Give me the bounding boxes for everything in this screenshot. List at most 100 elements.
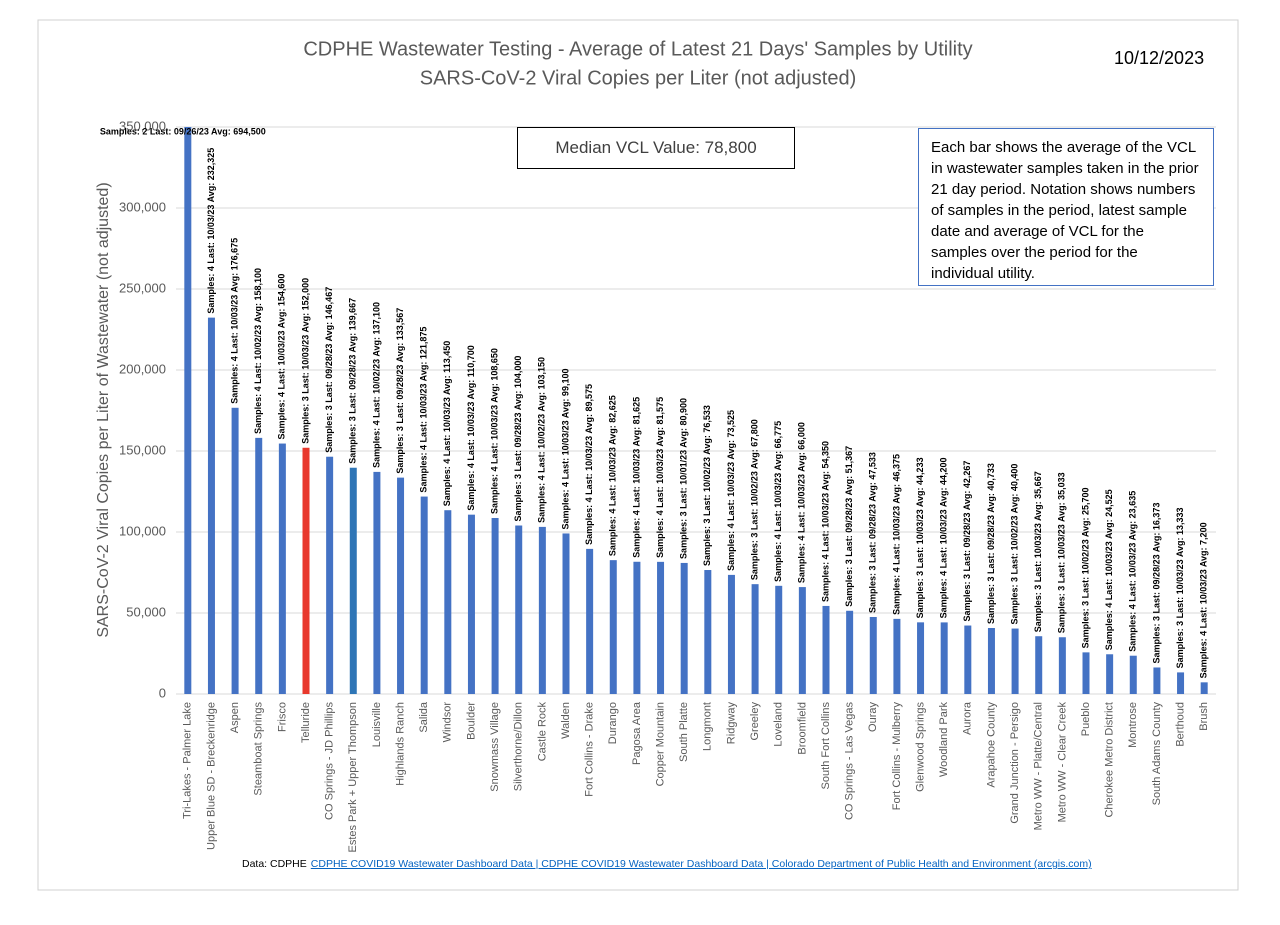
bar bbox=[609, 560, 617, 694]
value-label: Samples: 4 Last: 10/03/23 Avg: 121,875 bbox=[419, 327, 429, 493]
note: Each bar shows the average of the VCL in… bbox=[918, 128, 1214, 286]
value-label: Samples: 4 Last: 10/03/23 Avg: 108,650 bbox=[489, 348, 499, 514]
y-tick-label: 50,000 bbox=[126, 604, 166, 619]
value-label: Samples: 3 Last: 09/28/23 Avg: 51,367 bbox=[844, 446, 854, 607]
bar bbox=[775, 585, 783, 694]
bar bbox=[255, 437, 263, 694]
value-label: Samples: 3 Last: 10/03/23 Avg: 13,333 bbox=[1175, 507, 1185, 668]
bar bbox=[231, 407, 239, 694]
x-tick-label: CO Springs - Las Vegas bbox=[844, 702, 856, 821]
x-tick-label: Fort Collins - Mulberry bbox=[891, 702, 903, 811]
x-tick-label: Montrose bbox=[1127, 702, 1139, 748]
x-tick-label: Snowmass Village bbox=[489, 702, 501, 792]
value-label: Samples: 3 Last: 09/28/23 Avg: 104,000 bbox=[513, 356, 523, 522]
value-label: Samples: 4 Last: 10/03/23 Avg: 81,575 bbox=[655, 397, 665, 558]
bar bbox=[444, 510, 452, 694]
bar bbox=[373, 471, 381, 694]
x-tick-label: Brush bbox=[1198, 702, 1210, 731]
y-axis-label: SARS-CoV-2 Viral Copies per Liter of Was… bbox=[95, 182, 112, 637]
value-label: Samples: 3 Last: 10/02/23 Avg: 40,400 bbox=[1009, 464, 1019, 625]
x-tick-label: Grand Junction - Persigo bbox=[1009, 702, 1021, 824]
x-tick-label: Glenwood Springs bbox=[914, 702, 926, 792]
value-label: Samples: 4 Last: 10/03/23 Avg: 7,200 bbox=[1199, 522, 1209, 678]
bar bbox=[822, 605, 830, 694]
value-label: Samples: 3 Last: 09/28/23 Avg: 146,467 bbox=[324, 287, 334, 453]
chart-subtitle: SARS-CoV-2 Viral Copies per Liter (not a… bbox=[420, 67, 857, 89]
source-link[interactable]: CDPHE COVID19 Wastewater Dashboard Data … bbox=[310, 858, 1092, 870]
x-tick-label: South Adams County bbox=[1151, 702, 1163, 806]
x-tick-label: Broomfield bbox=[796, 702, 808, 755]
bar bbox=[1106, 654, 1114, 694]
value-label: Samples: 4 Last: 10/03/23 Avg: 113,450 bbox=[442, 341, 452, 506]
x-tick-label: Highlands Ranch bbox=[394, 702, 406, 786]
bar bbox=[798, 587, 806, 694]
value-label: Samples: 3 Last: 10/02/23 Avg: 25,700 bbox=[1080, 487, 1090, 648]
bar bbox=[1082, 652, 1090, 694]
x-tick-label: Arapahoe County bbox=[985, 702, 997, 788]
bar bbox=[940, 622, 948, 694]
value-label: Samples: 4 Last: 10/03/23 Avg: 44,200 bbox=[939, 457, 949, 618]
bar bbox=[657, 561, 665, 694]
bars bbox=[184, 127, 1208, 694]
bar bbox=[326, 456, 334, 694]
bar bbox=[680, 562, 688, 694]
x-tick-label: Berthoud bbox=[1174, 702, 1186, 747]
source-prefix: Data: CDPHE bbox=[242, 858, 307, 870]
bar bbox=[1129, 655, 1137, 694]
value-label: Samples: 4 Last: 10/03/23 Avg: 99,100 bbox=[560, 369, 570, 530]
x-tick-label: Copper Mountain bbox=[654, 702, 666, 786]
x-tick-label: Boulder bbox=[465, 702, 477, 740]
x-tick-label: Metro WW - Platte/Central bbox=[1033, 702, 1045, 830]
x-tick-label: Tri-Lakes - Palmer Lake bbox=[182, 702, 194, 819]
value-label: Samples: 2 Last: 09/26/23 Avg: 694,500 bbox=[100, 126, 266, 136]
x-tick-label: Cherokee Metro District bbox=[1104, 702, 1116, 818]
value-label: Samples: 4 Last: 10/03/23 Avg: 54,350 bbox=[820, 441, 830, 602]
bar bbox=[538, 526, 546, 694]
y-tick-label: 350,000 bbox=[119, 118, 166, 133]
value-label: Samples: 3 Last: 09/28/23 Avg: 139,667 bbox=[348, 298, 358, 464]
bar bbox=[1011, 628, 1019, 694]
value-label: Samples: 4 Last: 10/03/23 Avg: 154,600 bbox=[277, 274, 287, 440]
x-tick-label: Loveland bbox=[773, 702, 785, 747]
bar bbox=[349, 467, 357, 694]
bar bbox=[397, 477, 405, 694]
bar bbox=[491, 517, 499, 694]
value-label: Samples: 4 Last: 10/02/23 Avg: 158,100 bbox=[253, 268, 263, 434]
value-label: Samples: 3 Last: 10/03/23 Avg: 152,000 bbox=[300, 278, 310, 444]
grid bbox=[176, 126, 1216, 695]
value-label: Samples: 3 Last: 10/03/23 Avg: 35,033 bbox=[1057, 472, 1067, 633]
bar bbox=[1177, 672, 1185, 694]
value-label: Samples: 3 Last: 10/03/23 Avg: 35,667 bbox=[1033, 471, 1043, 632]
value-label: Samples: 4 Last: 10/03/23 Avg: 81,625 bbox=[631, 397, 641, 558]
x-tick-label: Aspen bbox=[229, 702, 241, 733]
value-label: Samples: 3 Last: 10/01/23 Avg: 80,900 bbox=[679, 398, 689, 559]
value-label: Samples: 4 Last: 10/03/23 Avg: 82,625 bbox=[608, 395, 618, 556]
y-tick-label: 200,000 bbox=[119, 361, 166, 376]
x-tick-label: Louisville bbox=[371, 702, 383, 747]
bar bbox=[846, 610, 854, 694]
x-tick-label: South Platte bbox=[678, 702, 690, 762]
x-tick-label: Silverthorne/Dillon bbox=[513, 702, 525, 791]
bar bbox=[917, 622, 925, 694]
median-annotation: Median VCL Value: 78,800 bbox=[517, 127, 795, 169]
value-label: Samples: 3 Last: 10/02/23 Avg: 76,533 bbox=[702, 405, 712, 566]
y-tick-label: 150,000 bbox=[119, 442, 166, 457]
value-label: Samples: 4 Last: 10/03/23 Avg: 66,775 bbox=[773, 421, 783, 582]
date: 10/12/2023 bbox=[1114, 48, 1205, 68]
value-label: Samples: 3 Last: 09/28/23 Avg: 133,567 bbox=[395, 308, 405, 474]
x-tick-label: Upper Blue SD - Breckenridge bbox=[205, 702, 217, 850]
bar bbox=[515, 525, 523, 694]
y-tick-label: 300,000 bbox=[119, 199, 166, 214]
x-tick-label: Walden bbox=[560, 702, 572, 739]
x-tick-label: Steamboat Springs bbox=[253, 702, 265, 796]
value-label: Samples: 3 Last: 09/28/23 Avg: 16,373 bbox=[1151, 503, 1161, 664]
value-label: Samples: 4 Last: 10/03/23 Avg: 66,000 bbox=[797, 422, 807, 583]
bar bbox=[704, 570, 712, 694]
labels: 0 50,000 100,000 150,000 200,000 250,000 300,0… bbox=[100, 118, 1210, 852]
value-label: Samples: 3 Last: 09/28/23 Avg: 40,733 bbox=[986, 463, 996, 624]
x-tick-label: Telluride bbox=[300, 702, 312, 743]
chart-title: CDPHE Wastewater Testing - Average of La… bbox=[303, 38, 972, 60]
value-label: Samples: 3 Last: 09/28/23 Avg: 47,533 bbox=[868, 452, 878, 613]
bar bbox=[964, 625, 972, 694]
source: Data: CDPHE CDPHE COVID19 Wastewater Dash… bbox=[242, 858, 1092, 870]
